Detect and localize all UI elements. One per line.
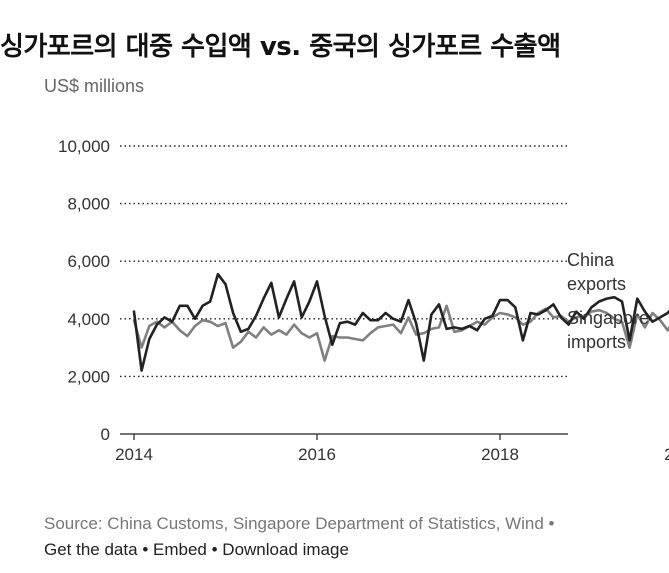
series-lines <box>132 272 669 372</box>
x-tick-label: 2020 <box>664 445 669 464</box>
x-tick-label: 2018 <box>481 445 519 464</box>
china-exports-line <box>132 272 669 372</box>
x-tick-label: 2014 <box>115 445 153 464</box>
download-image-link[interactable]: Download image <box>222 540 349 559</box>
y-tick-label: 8,000 <box>67 195 110 214</box>
get-the-data-link[interactable]: Get the data <box>44 540 138 559</box>
x-tick-label: 2016 <box>298 445 336 464</box>
y-tick-label: 6,000 <box>67 252 110 271</box>
source-note: Source: China Customs, Singapore Departm… <box>44 514 555 533</box>
legend-label: Singapore imports <box>567 308 649 352</box>
y-tick-label: 10,000 <box>58 137 110 156</box>
singapore-imports-line <box>132 304 669 362</box>
legend-label: China exports <box>567 250 626 294</box>
embed-link[interactable]: Embed <box>153 540 207 559</box>
line-chart: 0 2,000 4,000 6,000 8,000 10,000 2014 2016 2018… <box>58 137 669 464</box>
series-legend: China exports Singapore imports <box>567 250 649 352</box>
y-tick-label: 4,000 <box>67 310 110 329</box>
x-axis: 20142016201820202022 <box>115 433 669 464</box>
gridlines <box>120 145 568 378</box>
separator: • <box>211 540 218 559</box>
y-tick-label: 0 <box>101 425 110 444</box>
chart-title: 싱가포르의 대중 수입액 vs. 중국의 싱가포르 수출액 <box>0 32 561 62</box>
y-axis-unit-label: US$ millions <box>44 76 145 96</box>
separator: • <box>142 540 149 559</box>
y-axis-ticks: 0 2,000 4,000 6,000 8,000 10,000 <box>58 137 110 444</box>
y-tick-label: 2,000 <box>67 367 110 386</box>
footer-links: Get the data • Embed • Download image <box>44 540 349 560</box>
